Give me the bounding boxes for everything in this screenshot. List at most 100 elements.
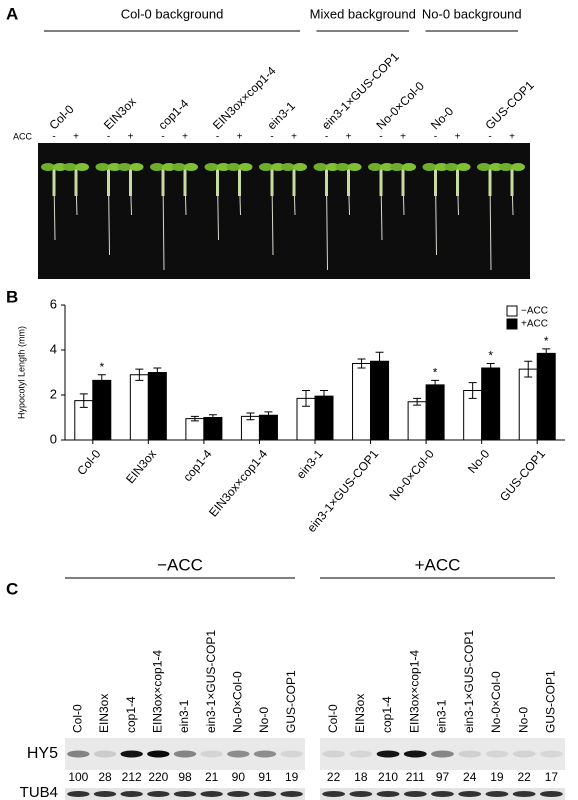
lane-label: EIN3ox×cop1-4 [407,650,421,733]
lane-label: No-0 [257,707,271,733]
error-bar [302,390,310,407]
genotype-label: GUS-COP1 [482,78,536,132]
lane-label: ein3-1×GUS-COP1 [204,630,218,733]
lane-label: Col-0 [326,704,340,733]
hy5-value: 98 [178,770,192,784]
hy5-value: 212 [122,770,142,784]
group-label: Col-0 background [121,6,224,21]
genotype-label: ein3-1 [264,99,298,133]
hy5-value: 24 [463,770,477,784]
bar [425,384,445,441]
treatment-sign: + [291,132,297,143]
hy5-value: 210 [378,770,398,784]
cotyledon [226,163,241,171]
blot-hy5 [65,738,305,770]
lane-label: ein3-1 [435,699,449,733]
treatment-sign: - [107,132,110,143]
lane-label: No-0×Col-0 [231,671,245,733]
significance-mark: * [488,349,493,363]
cotyledon [259,163,273,171]
hy5-value: 91 [258,770,272,784]
lane-label: No-0×Col-0 [489,671,503,733]
cotyledon [204,163,219,171]
cotyledon [293,163,307,171]
lane-label: Col-0 [71,704,85,733]
cotyledon [313,163,328,171]
tub4-band [512,791,536,797]
tub4-band [431,791,454,797]
lane-label: EIN3ox [97,694,111,733]
cotyledon [499,163,513,171]
error-bar [375,351,384,371]
lane-label: ein3-1×GUS-COP1 [462,630,476,733]
error-bar [153,367,162,378]
error-bar [79,393,88,408]
x-tick-label: EIN3ox×cop1-4 [206,447,270,520]
cotyledon [422,163,437,171]
hy5-value: 90 [232,770,246,784]
hy5-band [280,750,303,758]
x-tick-label: EIN3ox [123,447,159,486]
tub4-band [280,791,303,797]
tub4-band [539,791,563,797]
treatment-sign: + [73,132,79,143]
cotyledon [162,163,176,171]
tub4-band [173,791,197,797]
tub4-band [67,791,90,797]
hy5-value: 220 [148,770,168,784]
tub4-band [349,791,373,797]
hy5-value: 21 [205,770,219,784]
bar [481,367,501,441]
legend-label: +ACC [521,319,548,330]
legend-swatch [506,305,518,317]
tub4-band [485,791,509,797]
hy5-band [539,750,563,758]
treatment-sign: - [488,132,491,143]
blot-hy5 [320,738,565,770]
cotyledon [150,163,164,171]
treatment-sign: - [52,132,55,143]
error-bar [357,358,366,369]
hy5-band [403,750,427,758]
hy5-value: 19 [285,770,299,784]
cotyledon [390,163,404,171]
cotyledon [477,163,491,171]
error-bar [524,360,533,378]
lane-label: EIN3ox×cop1-4 [151,650,165,733]
treatment-sign: + [455,132,461,143]
hy5-band [485,750,509,758]
error-bar [542,348,551,359]
cotyledon [63,163,77,171]
panel-label: B [6,287,18,306]
cotyledon [444,163,459,171]
condition-label: +ACC [415,555,461,574]
panel-label: A [6,4,18,23]
lane-label: No-0 [516,707,530,733]
bar [203,417,223,441]
genotype-label: No-0×Col-0 [373,79,427,133]
legend-label: −ACC [521,306,548,317]
tub4-band [376,791,400,797]
cotyledon [129,163,144,171]
treatment-label: ACC [13,131,33,141]
cotyledon [41,163,55,171]
error-bar [135,368,144,381]
x-tick-label: cop1-4 [180,447,215,484]
tub4-band [200,791,223,797]
hy5-band [512,750,536,758]
treatment-sign: - [379,132,382,143]
x-tick-label: GUS-COP1 [497,447,548,504]
cotyledon [402,163,416,171]
treatment-sign: + [128,132,134,143]
cotyledon [281,163,295,171]
hy5-band [67,750,90,758]
lane-label: GUS-COP1 [284,670,298,733]
cotyledon [380,163,394,171]
cotyledon [325,163,340,171]
treatment-sign: + [509,132,515,143]
error-bar [208,414,217,421]
hy5-band [93,750,117,758]
legend-swatch [506,318,518,330]
cotyledon [95,163,110,171]
